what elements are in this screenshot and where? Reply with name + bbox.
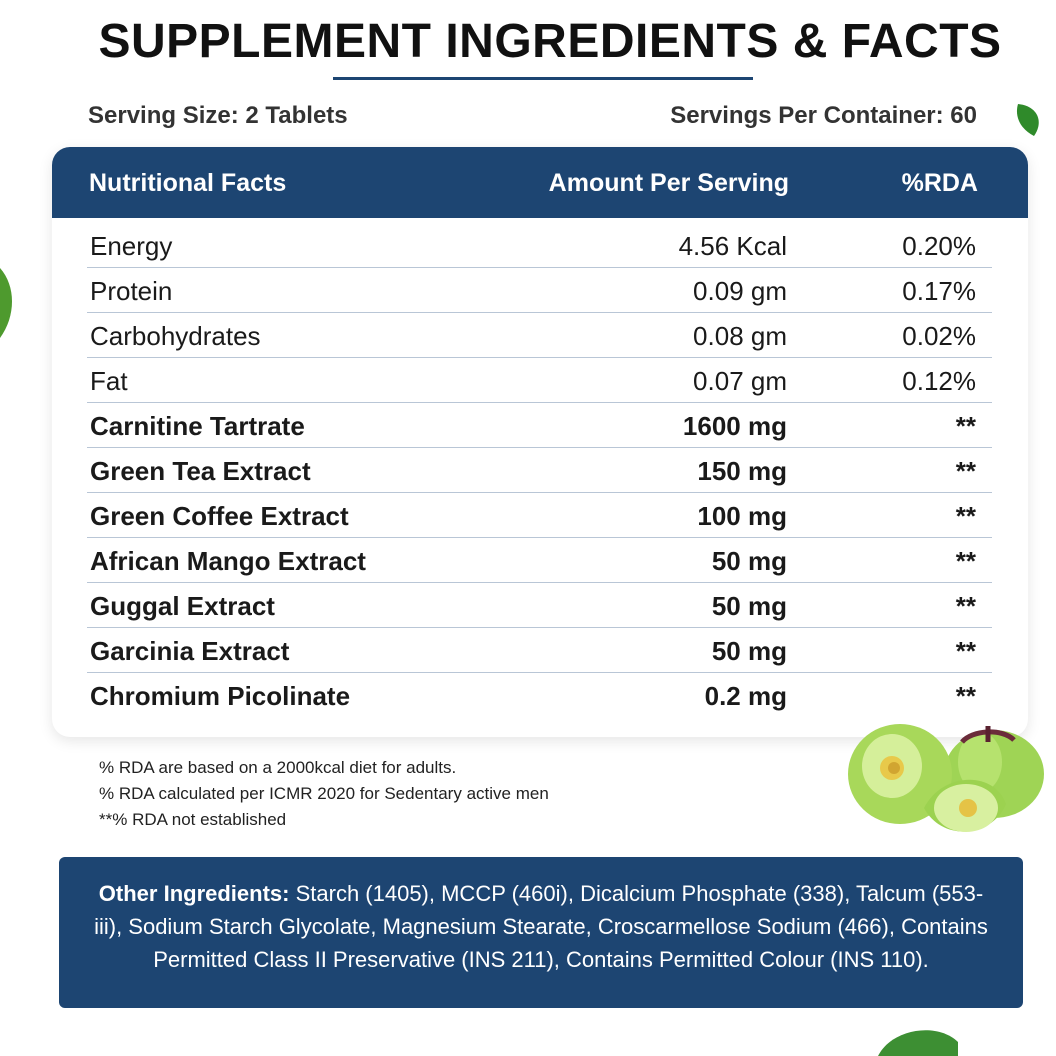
table-row: Protein 0.09 gm 0.17% xyxy=(87,268,992,313)
row-name: Garcinia Extract xyxy=(90,636,290,666)
row-name: Chromium Picolinate xyxy=(90,681,351,711)
header-amount: Amount Per Serving xyxy=(548,169,789,197)
row-rda: ** xyxy=(955,411,976,441)
row-rda: ** xyxy=(955,546,976,576)
footnote: % RDA calculated per ICMR 2020 for Seden… xyxy=(99,784,549,803)
row-name: Protein xyxy=(90,276,173,306)
other-ingredients-text: Starch (1405), MCCP (460i), Dicalcium Ph… xyxy=(94,881,988,972)
row-amount: 4.56 Kcal xyxy=(678,231,787,261)
other-ingredients: Other Ingredients: Starch (1405), MCCP (… xyxy=(59,857,1023,1008)
footnote: % RDA are based on a 2000kcal diet for a… xyxy=(99,758,457,777)
row-rda: ** xyxy=(955,591,976,621)
table-row: African Mango Extract 50 mg ** xyxy=(87,538,992,583)
footnotes: % RDA are based on a 2000kcal diet for a… xyxy=(99,755,549,833)
row-name: Carnitine Tartrate xyxy=(90,411,305,441)
header-nutritional-facts: Nutritional Facts xyxy=(89,169,287,197)
row-rda: ** xyxy=(955,501,976,531)
row-amount: 0.09 gm xyxy=(693,276,787,306)
row-name: Fat xyxy=(90,366,128,396)
leaf-icon xyxy=(0,268,12,338)
serving-size: Serving Size: 2 Tablets xyxy=(88,102,348,129)
row-amount: 1600 mg xyxy=(682,411,787,441)
row-amount: 0.2 mg xyxy=(704,681,787,711)
table-header: Nutritional Facts Amount Per Serving %RD… xyxy=(52,147,1028,218)
leaf-icon xyxy=(1016,104,1039,136)
table-body: Energy 4.56 Kcal 0.20% Protein 0.09 gm 0… xyxy=(87,223,992,717)
footnote: **% RDA not established xyxy=(99,810,287,829)
row-rda: 0.20% xyxy=(902,231,976,261)
garcinia-fruit-icon xyxy=(848,724,1044,832)
page-title: SUPPLEMENT INGREDIENTS & FACTS xyxy=(98,15,1002,68)
row-name: Energy xyxy=(90,231,173,261)
table-row: Carbohydrates 0.08 gm 0.02% xyxy=(87,313,992,358)
table-row: Chromium Picolinate 0.2 mg ** xyxy=(87,673,992,717)
row-rda: ** xyxy=(955,456,976,486)
row-rda: 0.02% xyxy=(902,321,976,351)
row-amount: 50 mg xyxy=(711,591,787,621)
row-rda: ** xyxy=(955,636,976,666)
row-amount: 50 mg xyxy=(711,636,787,666)
header-rda: %RDA xyxy=(901,169,978,197)
servings-per-container: Servings Per Container: 60 xyxy=(670,102,977,129)
row-rda: 0.17% xyxy=(902,276,976,306)
row-amount: 0.07 gm xyxy=(693,366,787,396)
row-amount: 0.08 gm xyxy=(693,321,787,351)
row-amount: 100 mg xyxy=(697,501,787,531)
row-amount: 50 mg xyxy=(711,546,787,576)
row-name: Guggal Extract xyxy=(90,591,275,621)
row-name: Green Coffee Extract xyxy=(90,501,349,531)
nutrition-table: Nutritional Facts Amount Per Serving %RD… xyxy=(52,147,1028,737)
table-row: Carnitine Tartrate 1600 mg ** xyxy=(87,403,992,448)
table-row: Garcinia Extract 50 mg ** xyxy=(87,628,992,673)
table-row: Guggal Extract 50 mg ** xyxy=(87,583,992,628)
leaf-icon xyxy=(878,1030,958,1056)
row-name: Green Tea Extract xyxy=(90,456,311,486)
row-rda: 0.12% xyxy=(902,366,976,396)
other-ingredients-label: Other Ingredients: xyxy=(98,881,290,906)
row-rda: ** xyxy=(955,681,976,711)
row-name: Carbohydrates xyxy=(90,321,261,351)
row-amount: 150 mg xyxy=(697,456,787,486)
table-row: Fat 0.07 gm 0.12% xyxy=(87,358,992,403)
title-underline xyxy=(333,77,753,80)
row-name: African Mango Extract xyxy=(90,546,366,576)
table-row: Energy 4.56 Kcal 0.20% xyxy=(87,223,992,268)
table-row: Green Coffee Extract 100 mg ** xyxy=(87,493,992,538)
table-row: Green Tea Extract 150 mg ** xyxy=(87,448,992,493)
